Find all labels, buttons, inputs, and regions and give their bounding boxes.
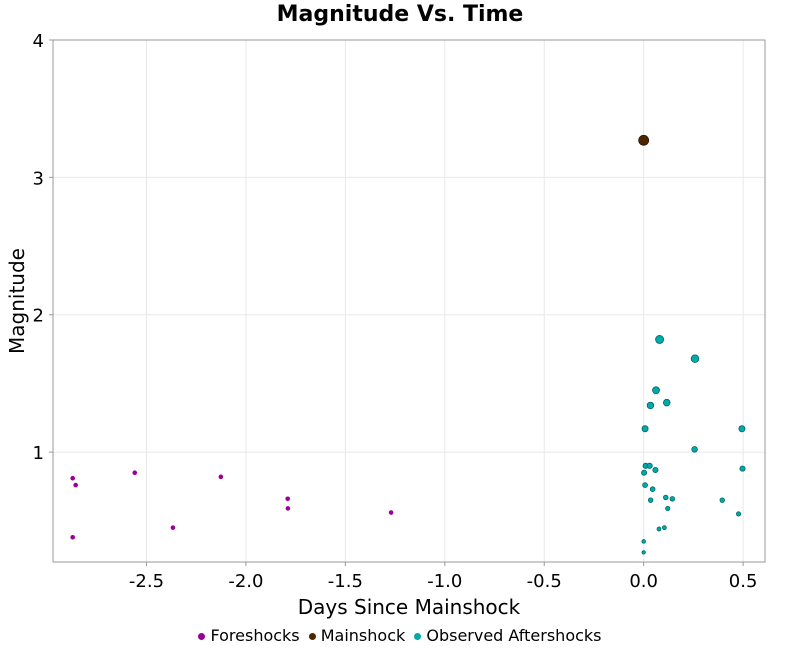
aftershock-point <box>641 425 649 433</box>
y-tick-label: 3 <box>33 168 44 189</box>
points <box>70 134 746 555</box>
aftershock-point <box>655 335 665 344</box>
legend-item-aftershocks: Observed Aftershocks <box>414 626 602 645</box>
ticks: -2.5 -2.0 -1.5 -1.0 -0.5 0.0 0.5 1 2 3 4 <box>33 31 758 592</box>
mainshock-point <box>638 134 650 146</box>
legend: Foreshocks Mainshock Observed Aftershock… <box>0 626 800 645</box>
aftershock-point <box>669 496 676 502</box>
legend-label: Foreshocks <box>210 626 300 645</box>
aftershock-point <box>663 398 671 407</box>
foreshock-point <box>218 474 224 480</box>
aftershock-point <box>647 497 654 503</box>
aftershock-point <box>646 462 653 469</box>
grid <box>53 39 765 562</box>
x-tick-label: -2.5 <box>129 571 164 592</box>
aftershock-point <box>736 511 742 517</box>
foreshock-point <box>132 470 138 476</box>
aftershock-point <box>652 466 659 473</box>
legend-item-foreshocks: Foreshocks <box>198 626 300 645</box>
foreshock-point <box>73 482 78 488</box>
aftershock-point <box>719 497 725 503</box>
aftershock-point <box>641 550 646 555</box>
x-tick-label: -0.5 <box>527 571 562 592</box>
legend-label: Mainshock <box>320 626 406 645</box>
legend-label: Observed Aftershocks <box>426 626 602 645</box>
legend-marker <box>308 633 316 640</box>
y-tick-label: 2 <box>33 306 44 327</box>
foreshock-point <box>285 506 291 511</box>
aftershock-point <box>738 425 746 433</box>
aftershock-point <box>690 354 700 363</box>
foreshock-point <box>170 525 176 530</box>
chart-title: Magnitude Vs. Time <box>276 2 524 27</box>
aftershock-point <box>663 494 669 501</box>
aftershock-point <box>661 525 667 531</box>
x-tick-label: -2.0 <box>228 571 263 592</box>
foreshock-point <box>285 496 290 502</box>
x-tick-label: -1.5 <box>328 571 363 592</box>
x-tick-label: 0.5 <box>729 571 758 592</box>
x-tick-label: -1.0 <box>427 571 462 592</box>
aftershock-point <box>665 505 671 512</box>
aftershock-point <box>641 539 646 544</box>
y-tick-label: 1 <box>33 443 44 464</box>
x-axis-label: Days Since Mainshock <box>298 595 521 619</box>
aftershock-point <box>691 446 698 453</box>
x-tick-label: 0.0 <box>629 571 658 592</box>
y-axis-label: Magnitude <box>5 248 29 354</box>
aftershock-point <box>642 482 648 488</box>
aftershock-point <box>646 401 655 410</box>
aftershock-point <box>649 486 656 492</box>
foreshock-point <box>70 475 75 481</box>
legend-marker <box>414 633 422 640</box>
aftershock-point <box>656 526 662 532</box>
foreshock-point <box>388 510 394 515</box>
plot-frame <box>52 39 766 563</box>
y-tick-label: 4 <box>33 31 44 52</box>
legend-marker <box>198 633 206 640</box>
aftershock-point <box>652 386 660 395</box>
aftershock-point <box>739 465 746 472</box>
foreshock-point <box>70 534 75 540</box>
legend-item-mainshock: Mainshock <box>308 626 406 645</box>
aftershock-point <box>641 469 648 476</box>
